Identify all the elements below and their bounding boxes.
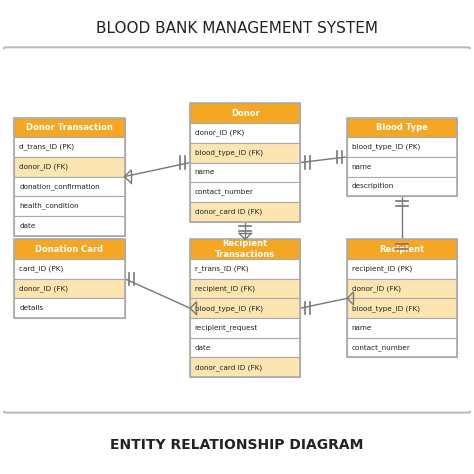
Text: details: details <box>19 305 43 311</box>
Text: date: date <box>19 223 36 229</box>
Text: contact_number: contact_number <box>195 189 254 195</box>
Text: donor_ID (FK): donor_ID (FK) <box>19 285 68 292</box>
FancyBboxPatch shape <box>347 177 457 196</box>
Text: card_ID (PK): card_ID (PK) <box>19 265 64 272</box>
FancyBboxPatch shape <box>190 357 300 377</box>
Text: BLOOD BANK MANAGEMENT SYSTEM: BLOOD BANK MANAGEMENT SYSTEM <box>96 21 378 36</box>
FancyBboxPatch shape <box>15 216 125 236</box>
Text: Recipient: Recipient <box>380 245 425 254</box>
FancyBboxPatch shape <box>347 279 457 298</box>
Text: blood_type_ID (FK): blood_type_ID (FK) <box>195 149 263 156</box>
Text: Donor: Donor <box>231 109 260 118</box>
Text: r_trans_ID (PK): r_trans_ID (PK) <box>195 265 248 272</box>
FancyBboxPatch shape <box>15 239 125 259</box>
FancyBboxPatch shape <box>347 337 457 357</box>
Text: donor_ID (FK): donor_ID (FK) <box>19 164 68 170</box>
Text: Recipient
Transactions: Recipient Transactions <box>215 239 275 259</box>
Text: blood_type_ID (PK): blood_type_ID (PK) <box>352 144 420 150</box>
Text: donor_card ID (FK): donor_card ID (FK) <box>195 364 262 371</box>
Text: donor_ID (FK): donor_ID (FK) <box>352 285 401 292</box>
Text: ENTITY RELATIONSHIP DIAGRAM: ENTITY RELATIONSHIP DIAGRAM <box>110 438 364 453</box>
Text: donor_card ID (FK): donor_card ID (FK) <box>195 209 262 215</box>
FancyBboxPatch shape <box>190 259 300 279</box>
FancyBboxPatch shape <box>15 118 125 137</box>
Text: name: name <box>352 164 372 170</box>
Text: recipient_request: recipient_request <box>195 325 258 331</box>
FancyBboxPatch shape <box>190 143 300 163</box>
FancyBboxPatch shape <box>190 163 300 182</box>
Text: blood_type_ID (FK): blood_type_ID (FK) <box>352 305 420 311</box>
FancyBboxPatch shape <box>190 239 300 259</box>
FancyBboxPatch shape <box>347 239 457 259</box>
FancyBboxPatch shape <box>190 298 300 318</box>
FancyBboxPatch shape <box>15 157 125 177</box>
FancyBboxPatch shape <box>190 279 300 298</box>
Text: descripition: descripition <box>352 183 394 190</box>
FancyBboxPatch shape <box>347 157 457 177</box>
Text: name: name <box>352 325 372 331</box>
FancyBboxPatch shape <box>15 298 125 318</box>
Text: Donation Card: Donation Card <box>36 245 104 254</box>
FancyBboxPatch shape <box>15 177 125 196</box>
FancyBboxPatch shape <box>347 137 457 157</box>
FancyBboxPatch shape <box>15 279 125 298</box>
FancyBboxPatch shape <box>15 196 125 216</box>
FancyBboxPatch shape <box>347 298 457 318</box>
Text: recipient_ID (PK): recipient_ID (PK) <box>352 265 412 272</box>
FancyBboxPatch shape <box>190 103 300 123</box>
FancyBboxPatch shape <box>190 202 300 221</box>
FancyBboxPatch shape <box>190 182 300 202</box>
Text: health_condition: health_condition <box>19 203 79 210</box>
Text: donor_ID (PK): donor_ID (PK) <box>195 129 244 137</box>
FancyBboxPatch shape <box>15 137 125 157</box>
Text: donation_confirmation: donation_confirmation <box>19 183 100 190</box>
Text: Donor Transaction: Donor Transaction <box>26 123 113 132</box>
FancyBboxPatch shape <box>347 318 457 337</box>
FancyBboxPatch shape <box>347 259 457 279</box>
Text: contact_number: contact_number <box>352 344 410 351</box>
FancyBboxPatch shape <box>190 337 300 357</box>
FancyBboxPatch shape <box>190 123 300 143</box>
Text: name: name <box>195 169 215 175</box>
Text: recipient_ID (FK): recipient_ID (FK) <box>195 285 255 292</box>
FancyBboxPatch shape <box>190 318 300 337</box>
Text: d_trans_ID (PK): d_trans_ID (PK) <box>19 144 74 150</box>
Text: blood_type_ID (FK): blood_type_ID (FK) <box>195 305 263 311</box>
Text: Blood Type: Blood Type <box>376 123 428 132</box>
Text: date: date <box>195 345 211 351</box>
FancyBboxPatch shape <box>347 118 457 137</box>
FancyBboxPatch shape <box>15 259 125 279</box>
